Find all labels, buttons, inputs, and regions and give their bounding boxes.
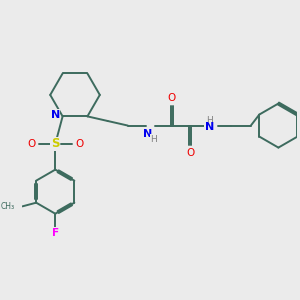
- Text: H: H: [206, 116, 213, 124]
- Text: O: O: [75, 139, 83, 149]
- Text: CH₃: CH₃: [1, 202, 15, 211]
- Text: O: O: [168, 93, 176, 103]
- Text: O: O: [186, 148, 194, 158]
- Text: O: O: [27, 139, 35, 149]
- Text: F: F: [52, 228, 59, 238]
- Text: N: N: [51, 110, 60, 119]
- Text: S: S: [51, 137, 59, 150]
- Text: N: N: [143, 129, 153, 139]
- Text: H: H: [150, 135, 157, 144]
- Text: N: N: [205, 122, 214, 132]
